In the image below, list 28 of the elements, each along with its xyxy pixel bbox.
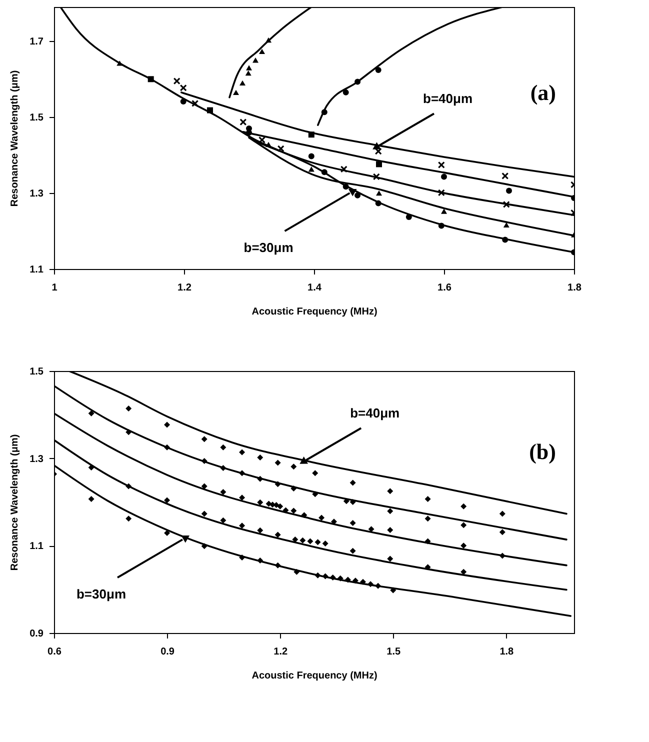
annotation: b=40μm bbox=[422, 91, 473, 106]
x-tick-label: 1.8 bbox=[568, 282, 582, 294]
y-tick-label: 1.1 bbox=[30, 541, 44, 552]
annotation: b=40μm bbox=[350, 406, 400, 421]
text: (b) bbox=[529, 439, 556, 464]
y-tick-label: 1.5 bbox=[30, 366, 44, 378]
y-tick-label: 1.1 bbox=[30, 264, 44, 276]
y-tick-label: 1.7 bbox=[30, 36, 44, 48]
y-axis-title: Resonance Wavelength (μm) bbox=[10, 70, 21, 207]
x-axis-title: Acoustic Frequency (MHz) bbox=[252, 306, 378, 318]
y-axis-title: Resonance Wavelength (μm) bbox=[10, 434, 21, 571]
x-tick-label: 1.6 bbox=[438, 282, 452, 294]
x-tick-label: 0.9 bbox=[160, 646, 175, 658]
y-tick-label: 0.9 bbox=[30, 628, 44, 640]
x-axis-title: Acoustic Frequency (MHz) bbox=[252, 670, 378, 682]
annotation: b=30μm bbox=[244, 240, 294, 256]
x-tick-label: 0.6 bbox=[48, 646, 62, 658]
text: (a) bbox=[530, 80, 556, 105]
x-tick-label: 1 bbox=[52, 282, 58, 294]
x-tick-label: 1.2 bbox=[178, 282, 192, 294]
y-tick-label: 1.3 bbox=[30, 454, 44, 465]
x-tick-label: 1.5 bbox=[386, 646, 402, 658]
y-tick-label: 1.5 bbox=[30, 112, 44, 124]
x-tick-label: 1.2 bbox=[274, 646, 288, 658]
y-tick-label: 1.3 bbox=[30, 188, 44, 200]
annotation: b=30μm bbox=[76, 586, 126, 602]
x-tick-label: 1.8 bbox=[500, 646, 514, 658]
x-tick-label: 1.4 bbox=[308, 282, 322, 294]
